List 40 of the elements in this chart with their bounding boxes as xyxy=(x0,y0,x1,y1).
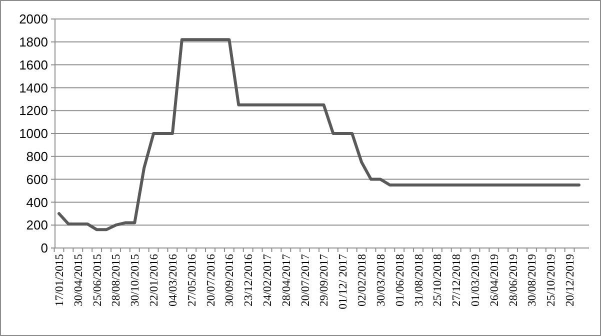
x-tick-label: 24/02/2017 xyxy=(262,254,274,306)
y-tick-label: 200 xyxy=(26,218,48,233)
x-tick-label: 02/02/2018 xyxy=(356,254,369,306)
x-tick-label: 28/08/2015 xyxy=(110,254,123,306)
y-tick-label: 1000 xyxy=(19,126,48,142)
y-tick-label: 600 xyxy=(26,172,48,187)
y-tick-label: 400 xyxy=(26,194,48,210)
y-tick-label: 1800 xyxy=(19,34,48,50)
x-tick-label: 30/10/2015 xyxy=(130,254,142,306)
y-tick-label: 1400 xyxy=(19,80,48,96)
x-tick-label: 27/12/2018 xyxy=(451,254,464,306)
x-tick-label: 20/07/2016 xyxy=(205,254,218,306)
x-tick-label: 25/10/2019 xyxy=(546,254,558,306)
x-tick-label: 30/09/2016 xyxy=(224,254,236,306)
line-series xyxy=(58,38,580,232)
x-tick-label: 30/03/2018 xyxy=(375,254,388,306)
x-tick-label: 28/04/2017 xyxy=(280,254,293,306)
x-tick-label: 17/01/2015 xyxy=(54,254,66,306)
x-tick-label: 23/12/2016 xyxy=(243,254,256,306)
x-tick-label: 31/08/2018 xyxy=(413,254,426,306)
x-tick-label: 22/01/2016 xyxy=(148,254,161,306)
y-tick-label: 1200 xyxy=(19,103,48,118)
x-tick-label: 01/06/2018 xyxy=(394,254,406,306)
x-tick-label: 01/12/ 2017 xyxy=(338,254,350,310)
y-tick-label: 800 xyxy=(26,148,48,164)
x-tick-label: 20/12/2019 xyxy=(564,254,577,306)
y-tick-label: 1600 xyxy=(19,57,48,72)
x-tick-label: 20/07/2017 xyxy=(300,254,312,306)
x-tick-label: 25/06/2015 xyxy=(92,254,104,306)
x-tick-label: 28/06/2019 xyxy=(508,254,520,306)
y-tick-label: 0 xyxy=(40,240,48,256)
x-tick-label: 04/03/2016 xyxy=(167,254,180,306)
x-tick-label: 01/03/2019 xyxy=(470,254,482,306)
x-tick-label: 30/04/2015 xyxy=(72,254,85,306)
x-tick-label: 25/10/2018 xyxy=(432,254,444,306)
x-tick-label: 27/05/2016 xyxy=(186,254,198,306)
y-tick-label: 2000 xyxy=(19,12,48,27)
x-tick-label: 29/09/2017 xyxy=(318,254,331,306)
x-tick-label: 26/04/2019 xyxy=(488,254,501,306)
x-tick-label: 30/08/2019 xyxy=(526,254,539,306)
